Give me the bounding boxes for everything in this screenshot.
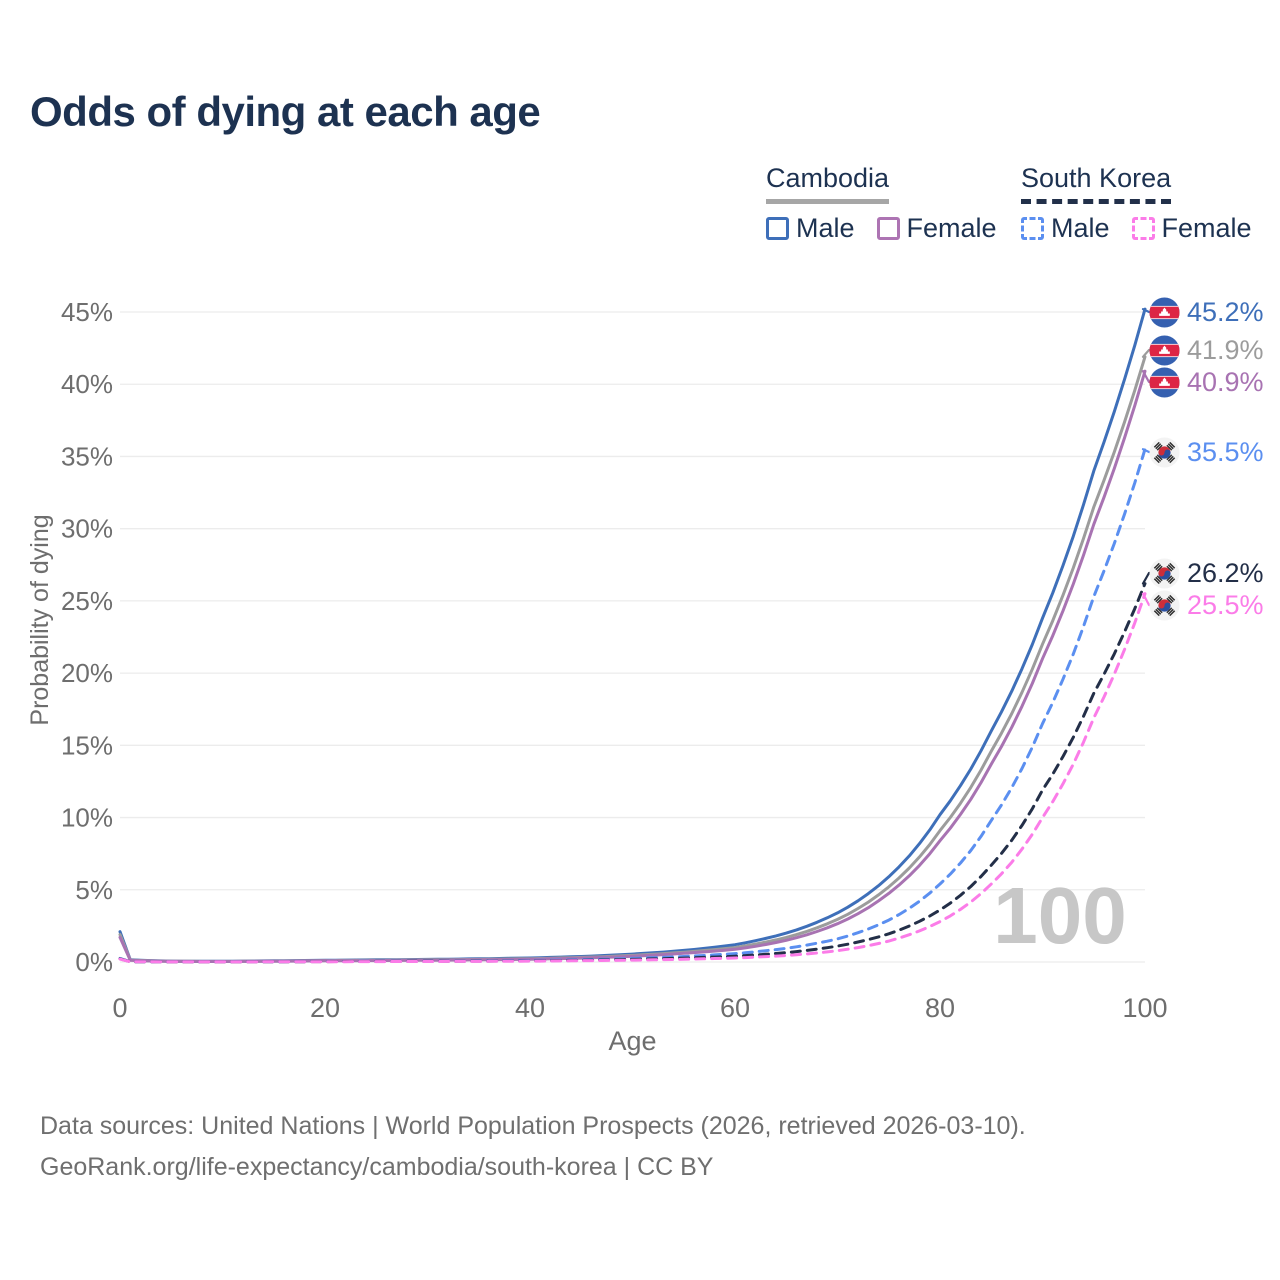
y-tick-label: 0%: [75, 947, 113, 977]
south-korea-total-end-label: 26.2%: [1149, 556, 1264, 590]
y-axis-title: Probability of dying: [26, 514, 54, 725]
series-lines: [118, 307, 1158, 964]
x-axis-title: Age: [608, 1026, 656, 1056]
x-tick-label: 0: [112, 993, 127, 1023]
cambodia-male-end-value: 45.2%: [1187, 296, 1264, 327]
footer: Data sources: United Nations | World Pop…: [40, 1106, 1026, 1188]
y-axis-tick-labels: 0% 5% 10% 15% 20% 25% 30% 35% 40% 45%: [61, 297, 113, 977]
south-korea-total-line: [118, 582, 1147, 964]
y-tick-label: 15%: [61, 730, 113, 760]
x-tick-label: 60: [720, 993, 750, 1023]
page-title: Odds of dying at each age: [30, 88, 541, 135]
legend-items-cambodia: Male Female: [766, 213, 997, 244]
y-tick-label: 35%: [61, 441, 113, 471]
legend-label-south-korea-male: Male: [1051, 213, 1110, 243]
gridlines: [120, 311, 1145, 963]
legend-item-cambodia-male[interactable]: Male: [766, 213, 855, 244]
south-korea-flag-icon: [1149, 589, 1180, 621]
cambodia-male-end-label: 45.2%: [1149, 295, 1264, 329]
south-korea-male-end-label: 35.5%: [1149, 435, 1264, 469]
legend-item-cambodia-female[interactable]: Female: [876, 213, 997, 244]
x-tick-label: 40: [515, 993, 545, 1023]
x-tick-label: 100: [1122, 993, 1167, 1023]
legend-country-cambodia[interactable]: Cambodia: [766, 163, 890, 204]
south-korea-female-line: [118, 592, 1147, 964]
south-korea-female-end-value: 25.5%: [1187, 589, 1264, 620]
legend-label-cambodia-female: Female: [906, 213, 997, 243]
legend-checkbox-south-korea-male[interactable]: [1021, 217, 1044, 240]
legend-items-south-korea: Male Female: [1021, 213, 1252, 244]
y-tick-label: 5%: [75, 875, 113, 905]
south-korea-female-end-label: 25.5%: [1149, 588, 1264, 622]
footer-attribution: GeoRank.org/life-expectancy/cambodia/sou…: [40, 1153, 714, 1181]
cambodia-flag-icon: [1149, 334, 1180, 366]
legend-checkbox-south-korea-female[interactable]: [1131, 217, 1155, 240]
cambodia-total-end-value: 41.9%: [1187, 334, 1264, 365]
south-korea-total-end-value: 26.2%: [1187, 557, 1264, 588]
footer-data-sources: Data sources: United Nations | World Pop…: [40, 1112, 1026, 1140]
cambodia-total-line: [118, 355, 1147, 963]
legend-group-south-korea: South Korea Male Female: [1021, 163, 1252, 244]
legend-item-south-korea-female[interactable]: Female: [1131, 213, 1252, 244]
y-tick-label: 20%: [61, 658, 113, 688]
x-axis-tick-labels: 0 20 40 60 80 100: [112, 993, 1167, 1023]
cambodia-female-end-value: 40.9%: [1187, 366, 1264, 397]
legend-item-south-korea-male[interactable]: Male: [1021, 213, 1110, 244]
age-watermark: 100: [993, 871, 1126, 960]
legend-checkbox-cambodia-male[interactable]: [766, 217, 789, 240]
x-tick-label: 80: [925, 993, 955, 1023]
y-tick-label: 10%: [61, 803, 113, 833]
x-tick-label: 20: [310, 993, 340, 1023]
legend-label-south-korea-female: Female: [1161, 213, 1252, 243]
cambodia-flag-icon: [1149, 296, 1180, 328]
y-tick-label: 25%: [61, 586, 113, 616]
legend-country-south-korea[interactable]: South Korea: [1021, 163, 1172, 204]
cambodia-female-end-label: 40.9%: [1149, 365, 1264, 399]
south-korea-male-end-value: 35.5%: [1187, 436, 1264, 467]
legend-checkbox-cambodia-female[interactable]: [876, 217, 900, 240]
legend-group-cambodia: Cambodia Male Female: [766, 163, 997, 244]
south-korea-flag-icon: [1149, 557, 1180, 589]
y-tick-label: 40%: [61, 369, 113, 399]
south-korea-flag-icon: [1149, 436, 1180, 468]
cambodia-total-end-label: 41.9%: [1149, 333, 1264, 367]
y-tick-label: 45%: [61, 297, 113, 327]
y-tick-label: 30%: [61, 514, 113, 544]
cambodia-female-line: [118, 369, 1147, 963]
legend-label-cambodia-male: Male: [796, 213, 855, 243]
cambodia-flag-icon: [1149, 366, 1180, 398]
